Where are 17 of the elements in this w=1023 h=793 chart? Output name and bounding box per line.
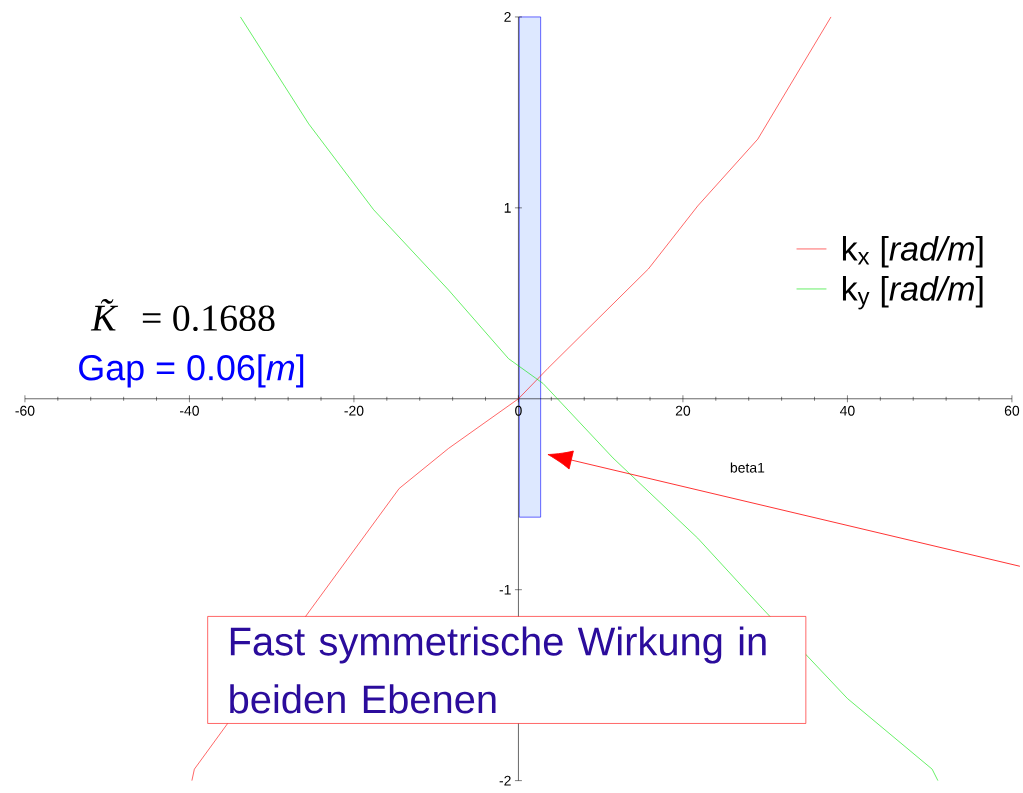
- annotation: K̃ = 0.1688: [90, 299, 275, 332]
- legend-label: k$_{x}$ [rad/m]: [842, 236, 983, 268]
- y-tick-label: -1: [499, 585, 511, 595]
- x-tick-label: 60: [1004, 405, 1020, 416]
- y-tick-label: 1: [504, 203, 511, 213]
- x-tick-label: -60: [15, 405, 35, 416]
- annotation: Fast symmetrische Wirkung in beiden Ebenen: [230, 626, 766, 714]
- y-tick-label: 2: [504, 12, 511, 23]
- x-tick-label: -20: [344, 405, 364, 416]
- x-axis-title: beta1: [730, 462, 765, 473]
- x-tick-label: -40: [179, 405, 199, 416]
- y-tick-label: -2: [499, 775, 511, 786]
- x-tick-label: 0: [515, 405, 522, 416]
- x-tick-label: 20: [675, 405, 691, 416]
- legend-label: k$_{y}$ [rad/m]: [842, 276, 983, 310]
- x-tick-label: 40: [839, 405, 855, 416]
- annotation: Gap = 0.06[m]: [79, 354, 304, 388]
